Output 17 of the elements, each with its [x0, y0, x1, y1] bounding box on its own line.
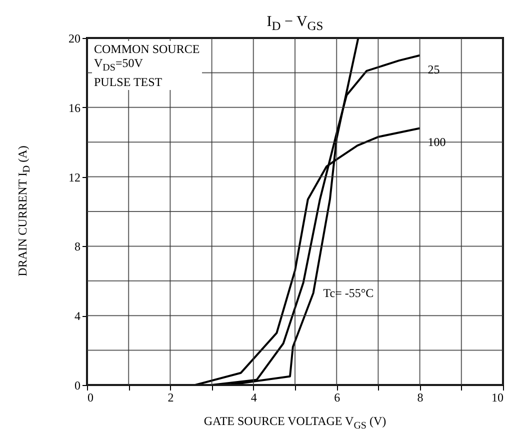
x-tick-label: 6 — [334, 390, 340, 404]
y-tick-label: 20 — [68, 32, 80, 46]
annotation: PULSE TEST — [94, 75, 162, 90]
x-tick-label: 2 — [168, 390, 174, 404]
x-tick-label: 0 — [88, 390, 94, 404]
x-axis-title: GATE SOURCE VOLTAGE V$_{GS}$ (V) — [202, 414, 388, 432]
y-tick-label: 4 — [74, 309, 80, 324]
y-tick-label: 16 — [68, 100, 80, 115]
annotation: COMMON SOURCE — [94, 42, 200, 56]
x-tick-label: 4 — [250, 390, 257, 404]
y-tick-label: 8 — [74, 240, 80, 254]
y-tick-label: 12 — [68, 170, 80, 184]
y-tick-label: 0 — [74, 378, 80, 392]
x-tick-label: 8 — [417, 390, 424, 404]
annotation: V$_{DS}$=50V — [94, 56, 143, 74]
chart-title: I$_{D}$ − V$_{GS}$ — [266, 14, 324, 34]
x-tick-label: 10 — [492, 390, 504, 404]
